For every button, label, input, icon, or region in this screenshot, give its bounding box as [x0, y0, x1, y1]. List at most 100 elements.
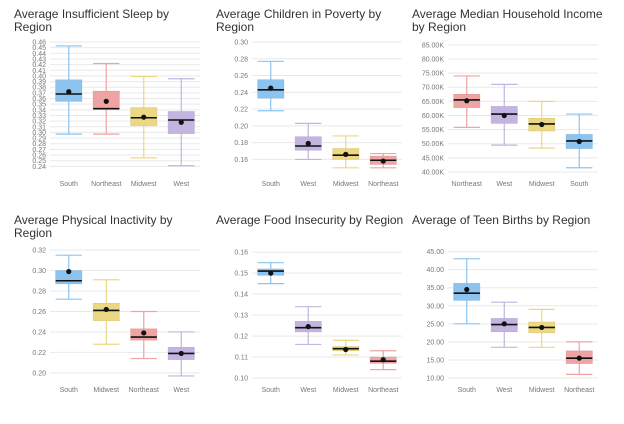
y-tick-label: 45.00: [426, 249, 444, 256]
y-tick-label: 0.43: [32, 56, 46, 63]
x-category-label: West: [496, 181, 512, 188]
mean-marker: [576, 138, 582, 145]
y-tick-label: 10.00: [426, 376, 444, 383]
x-category-label: Midwest: [93, 387, 119, 394]
y-tick-label: 0.26: [234, 73, 248, 80]
y-tick-label: 0.39: [32, 79, 46, 86]
x-category-label: Northeast: [452, 181, 482, 188]
x-category-label: Northeast: [368, 181, 398, 188]
box-plot: 0.240.250.260.270.280.290.300.310.320.33…: [32, 40, 200, 188]
y-tick-label: 0.13: [234, 313, 248, 320]
mean-marker: [66, 268, 72, 275]
y-tick-label: 0.32: [32, 248, 46, 255]
box-plot: 0.10 0.11 0.12 0.13 0.14 0.15 0.16 South West Mid…: [234, 250, 402, 394]
mean-marker: [103, 306, 109, 313]
y-tick-label: 0.16: [234, 250, 248, 257]
box-plot: 40.00K 45.00K 50.00K 55.00K 60.00K 65.00K 70.0…: [422, 42, 598, 188]
x-category-label: Midwest: [529, 181, 555, 188]
mean-marker: [268, 85, 274, 91]
box-plot: 0.20 0.22 0.24 0.26 0.28 0.30 0.32 South Midwest…: [32, 248, 200, 394]
y-tick-label: 85.00K: [422, 42, 445, 49]
x-category-label: South: [60, 181, 78, 188]
mean-marker: [141, 330, 147, 336]
mean-marker: [501, 321, 507, 327]
y-tick-label: 0.18: [234, 140, 248, 147]
y-tick-label: 0.27: [32, 147, 46, 154]
mean-marker: [380, 357, 386, 363]
y-tick-label: 0.28: [32, 288, 46, 295]
chart-panel-insufficient-sleep: Average Insufficient Sleep by Region 0.2…: [14, 8, 214, 208]
y-tick-label: 0.31: [32, 124, 46, 131]
mean-marker: [178, 350, 184, 357]
mean-marker: [305, 324, 311, 330]
chart-panel-food-insecurity: Average Food Insecurity by Region 0.10 0.…: [216, 214, 416, 414]
y-tick-label: 45.00K: [422, 155, 445, 162]
y-tick-label: 0.20: [234, 123, 248, 130]
chart-title: Average Insufficient Sleep by Region: [14, 7, 169, 34]
mean-marker: [178, 119, 184, 125]
chart-title: Average Children in Poverty by Region: [216, 7, 382, 34]
x-category-label: Midwest: [333, 387, 359, 394]
y-tick-label: 55.00K: [422, 127, 445, 134]
y-tick-label: 0.10: [234, 376, 248, 383]
mean-marker: [343, 151, 349, 157]
x-category-label: South: [262, 181, 280, 188]
y-tick-label: 0.37: [32, 90, 46, 97]
x-category-label: Northeast: [91, 181, 121, 188]
chart-panel-children-in-poverty: Average Children in Poverty by Region 0.…: [216, 8, 416, 208]
y-tick-label: 0.38: [32, 85, 46, 92]
mean-marker: [464, 98, 470, 104]
mean-marker: [305, 140, 311, 147]
mean-marker: [343, 346, 349, 353]
y-tick-label: 0.29: [32, 136, 46, 143]
y-tick-label: 0.28: [234, 56, 248, 63]
y-tick-label: 0.28: [32, 141, 46, 148]
x-category-label: West: [496, 387, 512, 394]
mean-marker: [66, 89, 72, 95]
y-tick-label: 35.00: [426, 285, 444, 292]
mean-marker: [576, 355, 582, 361]
chart-title: Average Physical Inactivity by Region: [14, 213, 173, 240]
chart-panel-median-household-income: Average Median Household Income by Regio…: [412, 8, 612, 208]
y-tick-label: 0.45: [32, 45, 46, 52]
chart-panel-physical-inactivity: Average Physical Inactivity by Region 0.…: [14, 214, 214, 414]
y-tick-label: 0.16: [234, 157, 248, 164]
y-tick-label: 0.11: [235, 355, 248, 362]
x-category-label: West: [173, 181, 189, 188]
mean-marker: [539, 121, 545, 128]
y-tick-label: 0.24: [234, 90, 248, 97]
y-tick-label: 30.00: [426, 303, 444, 310]
y-tick-label: 0.30: [32, 130, 46, 137]
chart-panel-teen-births: Average of Teen Births by Region 10.00 15…: [412, 214, 612, 414]
y-tick-label: 40.00K: [422, 170, 445, 177]
mean-marker: [103, 98, 109, 104]
y-tick-label: 0.40: [32, 73, 46, 80]
y-tick-label: 0.24: [32, 164, 46, 171]
x-category-label: Northeast: [368, 387, 398, 394]
x-category-label: West: [300, 181, 316, 188]
y-tick-label: 0.30: [32, 268, 46, 275]
y-tick-label: 20.00: [426, 339, 444, 346]
y-tick-label: 0.35: [32, 102, 46, 109]
mean-marker: [268, 270, 274, 276]
x-category-label: Midwest: [529, 387, 555, 394]
y-tick-label: 70.00K: [422, 85, 445, 92]
y-tick-label: 25.00: [426, 321, 444, 328]
box-plot: 10.00 15.00 20.00 25.00 30.00 35.00 40.00 45.00…: [426, 249, 598, 394]
x-category-label: Midwest: [333, 181, 359, 188]
x-category-label: South: [60, 387, 78, 394]
chart-title: Average Median Household Income by Regio…: [412, 7, 603, 34]
x-category-label: South: [458, 387, 476, 394]
y-tick-label: 80.00K: [422, 56, 445, 63]
y-tick-label: 0.22: [234, 107, 248, 114]
y-tick-label: 0.12: [234, 334, 248, 341]
y-tick-label: 0.26: [32, 309, 46, 316]
mean-marker: [539, 324, 545, 331]
y-tick-label: 15.00: [426, 357, 444, 364]
x-category-label: Midwest: [131, 181, 157, 188]
x-category-label: Northeast: [564, 387, 594, 394]
x-category-label: South: [262, 387, 280, 394]
x-category-label: West: [173, 387, 189, 394]
x-category-label: Northeast: [129, 387, 159, 394]
y-tick-label: 50.00K: [422, 141, 445, 148]
